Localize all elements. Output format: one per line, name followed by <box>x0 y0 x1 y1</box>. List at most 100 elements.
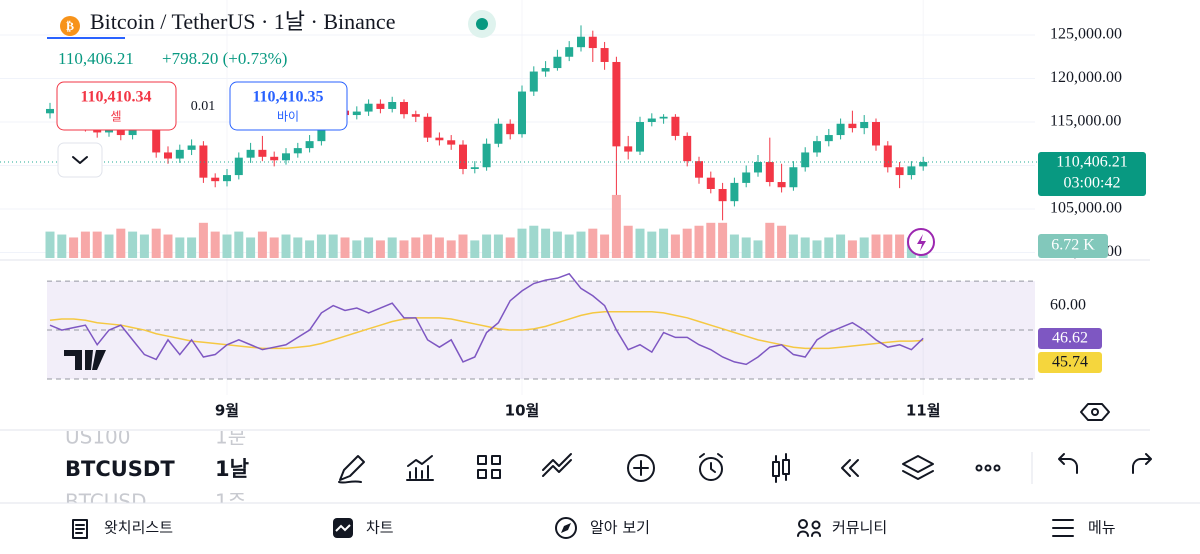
candle-body <box>612 61 621 147</box>
volume-bar <box>541 228 551 258</box>
volume-bar <box>895 234 905 258</box>
volume-bar <box>611 194 621 258</box>
nav-chart[interactable]: 차트 <box>366 519 394 537</box>
candle-body <box>860 122 869 129</box>
bar-type-icon[interactable] <box>772 453 790 483</box>
candle-body <box>529 71 538 92</box>
candle-body <box>459 144 467 169</box>
volume-bar <box>316 234 326 258</box>
tv-logo <box>64 350 106 370</box>
volume-bar <box>812 240 822 258</box>
settings-dot <box>1091 408 1099 416</box>
price-badge-value: 110,406.21 <box>1056 154 1127 171</box>
badges: 110,406.21 03:00:42 6.72 K 46.62 45.74 <box>1038 152 1146 421</box>
symbol-picker[interactable]: US100 1분 BTCUSDT 1날 BTCUSD 1주 <box>65 425 249 514</box>
buy-button[interactable] <box>229 81 348 131</box>
volume-bar <box>128 231 138 258</box>
volume-bar <box>753 240 763 258</box>
symbol-title[interactable]: Bitcoin / TetherUS · 1날 · Binance <box>90 9 395 34</box>
person <box>811 520 821 530</box>
sell-button[interactable] <box>56 81 177 131</box>
draw-icon[interactable] <box>338 455 365 484</box>
indicator-icon[interactable] <box>406 455 434 481</box>
rsi-badge-value: 46.62 <box>1052 330 1088 347</box>
candle-body <box>907 166 916 176</box>
candle-body <box>211 177 220 182</box>
candle-body <box>388 101 397 109</box>
layers-icon[interactable] <box>902 455 934 480</box>
compass-needle <box>561 523 571 533</box>
volume-bar <box>529 225 539 258</box>
coin-icon <box>60 16 80 36</box>
candle-body <box>317 125 326 142</box>
lightning <box>907 228 935 256</box>
volume-bar <box>647 231 657 258</box>
redo-icon[interactable] <box>1132 453 1152 474</box>
more-icon[interactable] <box>975 464 1001 472</box>
volume-bar <box>175 237 185 258</box>
symbol: BTCUSDT <box>65 457 175 481</box>
buy-price: 110,410.35 <box>252 89 323 106</box>
volume-bar <box>777 225 787 258</box>
volume-bar <box>364 237 374 258</box>
symbol-above: US100 <box>65 425 131 449</box>
y-tick-label: 125,000.00 <box>1050 26 1122 43</box>
layout-icon[interactable] <box>477 455 501 479</box>
volume-bar <box>765 222 775 258</box>
candle-body <box>706 177 715 189</box>
replay-icon[interactable] <box>841 459 859 477</box>
candle-body <box>223 175 231 182</box>
symbol-below: BTCUSD <box>65 490 146 514</box>
volume-bar <box>269 237 279 258</box>
add-icon[interactable] <box>627 454 655 482</box>
candle-body <box>152 117 161 153</box>
alarm-hands <box>699 453 723 473</box>
candle-body <box>246 149 255 158</box>
candle-body <box>636 122 644 152</box>
volume-bar <box>434 237 444 258</box>
volume-bar <box>187 237 197 258</box>
compare-icon[interactable] <box>542 453 572 477</box>
volume-bar <box>458 234 468 258</box>
settings-icon[interactable] <box>1080 403 1110 421</box>
collapse-button[interactable] <box>57 142 103 178</box>
volume-bar <box>57 234 67 258</box>
nav-explore[interactable]: 알아 보기 <box>590 519 650 537</box>
candle-body <box>659 116 668 119</box>
volume-bar <box>883 234 893 258</box>
volume-bar <box>281 234 291 258</box>
sell-label: 셀 <box>110 110 121 124</box>
coin-glyph: ₿ <box>66 19 74 33</box>
candle-body <box>187 145 196 150</box>
volume-bar <box>493 234 503 258</box>
volume-bar <box>234 231 244 258</box>
volume-bar <box>694 225 704 258</box>
volume-bar <box>741 237 751 258</box>
candle-body <box>435 137 444 141</box>
candle-body <box>293 148 302 154</box>
candle-body <box>447 140 456 145</box>
candle-body <box>824 135 833 142</box>
volume-bar <box>588 228 598 258</box>
volume-bar <box>305 240 315 258</box>
volume-bar <box>635 228 645 258</box>
nav-watchlist[interactable]: 왓치리스트 <box>104 519 173 537</box>
volume-bar <box>163 234 173 258</box>
rsi-line <box>49 272 924 366</box>
volume-bar <box>399 240 409 258</box>
x-tick-label: 11월 <box>906 402 941 420</box>
add-cross <box>633 460 649 476</box>
volume-bar <box>623 225 633 258</box>
candle-body <box>565 47 574 57</box>
candle-body <box>506 123 515 135</box>
chart-layer: 9월10월11월100,000.00105,000.00110,000.0011… <box>0 0 1150 420</box>
volume-bar <box>836 234 846 258</box>
volume-bar <box>45 231 55 258</box>
undo-icon[interactable] <box>1058 453 1078 474</box>
nav-community[interactable]: 커뮤니티 <box>832 519 887 537</box>
volume-bar <box>718 222 728 258</box>
alarm-icon[interactable] <box>699 457 723 481</box>
nav-menu[interactable]: 메뉴 <box>1088 519 1116 537</box>
candle-body <box>848 123 857 129</box>
